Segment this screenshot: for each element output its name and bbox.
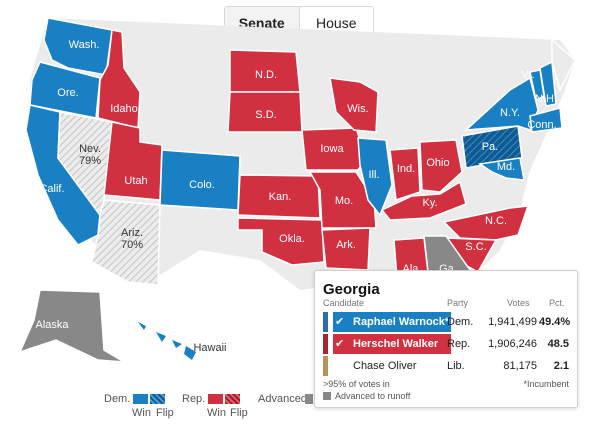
label-ark: Ark. — [336, 239, 356, 251]
label-ny: N.Y. — [500, 107, 520, 119]
state-md[interactable] — [477, 157, 525, 181]
state-nh[interactable] — [539, 60, 557, 107]
header-candidate: Candidate — [323, 298, 365, 308]
label-okla: Okla. — [279, 233, 305, 245]
label-nev: Nev. — [79, 143, 101, 155]
legend-dem-flip: Flip — [156, 407, 174, 419]
runoff-note: Advanced to runoff — [335, 391, 411, 401]
label-idaho: Idaho — [110, 103, 138, 115]
house-tab[interactable]: House — [316, 15, 357, 31]
candidate-votes: 1,941,499 — [488, 316, 537, 328]
label-wash: Wash. — [69, 39, 100, 51]
race-tooltip: Georgia Candidate Party Votes Pct. Rapha… — [314, 270, 578, 408]
label-md: Md. — [497, 161, 515, 173]
state-az[interactable] — [91, 199, 161, 286]
state-ct[interactable] — [529, 107, 563, 133]
candidate-name: Chase Oliver — [353, 360, 417, 372]
label-ill: Ill. — [369, 169, 380, 181]
label-colo: Colo. — [189, 179, 215, 191]
label-ohio: Ohio — [426, 157, 449, 169]
legend-rep-label: Rep. — [182, 393, 206, 405]
runoff-swatch — [323, 392, 331, 400]
legend-dem-label: Dem. — [104, 393, 131, 405]
candidate-party: Dem. — [447, 316, 474, 328]
candidate-name: Raphael Warnock* — [333, 312, 451, 332]
state-mo[interactable] — [308, 171, 377, 229]
header-party: Party — [447, 298, 469, 308]
candidate-pct: 2.1 — [553, 360, 569, 372]
check-icon: ✔ — [335, 338, 345, 350]
state-ny[interactable] — [463, 76, 539, 131]
legend-dem-win-swatch — [133, 394, 148, 404]
state-il[interactable] — [357, 137, 393, 217]
dem-color-bar — [323, 312, 328, 332]
state-ut[interactable] — [103, 121, 163, 201]
legend-advanced-swatch — [305, 394, 313, 404]
legend-dem-flip-swatch — [150, 394, 165, 404]
label-utah: Utah — [124, 175, 147, 187]
state-in[interactable] — [389, 147, 421, 202]
label-nh: N.H. — [535, 93, 557, 105]
label-sd: S.D. — [255, 109, 276, 121]
label-ariz: Ariz. — [121, 227, 143, 239]
lib-color-bar — [323, 356, 328, 376]
label-kan: Kan. — [269, 191, 292, 203]
legend-rep-flip-swatch — [225, 394, 240, 404]
legend-dem-win: Win — [132, 407, 151, 419]
label-ore: Ore. — [57, 87, 78, 99]
state-me — [551, 38, 576, 93]
tooltip-state-name: Georgia — [323, 281, 380, 298]
legend-rep-win-swatch — [208, 394, 223, 404]
label-ariz-pct: 70% — [121, 239, 143, 251]
state-ak[interactable] — [18, 289, 125, 363]
legend-advanced: Advanced — [258, 393, 307, 405]
check-icon: ✔ — [335, 316, 345, 328]
candidate-row: Herschel Walker ✔ Rep. 1,906,246 48.5 — [323, 334, 571, 354]
reporting-status: >95% of votes in — [323, 379, 390, 389]
label-wis: Wis. — [347, 103, 368, 115]
state-or[interactable] — [29, 61, 101, 119]
candidate-row: Chase Oliver Lib. 81,175 2.1 — [323, 356, 571, 376]
candidate-pct: 48.5 — [547, 338, 569, 350]
state-ks[interactable] — [237, 174, 321, 219]
label-mo: Mo. — [335, 195, 353, 207]
rep-color-bar — [323, 334, 328, 354]
label-hawaii: Hawaii — [193, 342, 226, 354]
state-hi[interactable] — [138, 322, 196, 360]
candidate-pct: 49.4% — [539, 316, 571, 328]
candidate-row: Raphael Warnock* ✔ Dem. 1,941,499 49.4% — [323, 312, 571, 332]
candidate-party: Lib. — [447, 360, 465, 372]
label-nev-pct: 79% — [79, 155, 101, 167]
candidate-votes: 81,175 — [503, 360, 537, 372]
state-wi[interactable] — [329, 77, 379, 133]
state-oh[interactable] — [419, 139, 463, 193]
label-conn: Conn. — [527, 119, 556, 131]
mainland-shape — [30, 18, 575, 300]
label-sc: S.C. — [465, 241, 486, 253]
label-pa: Pa. — [482, 141, 499, 153]
label-alaska: Alaska — [35, 319, 69, 331]
state-pa[interactable] — [461, 125, 523, 169]
label-nc: N.C. — [485, 215, 507, 227]
header-votes: Votes — [507, 298, 530, 308]
candidate-name: Herschel Walker — [333, 334, 451, 354]
legend-rep-win: Win — [207, 407, 226, 419]
label-ind: Ind. — [397, 163, 415, 175]
header-pct: Pct. — [549, 298, 565, 308]
incumbent-note: *Incumbent — [523, 379, 569, 389]
label-calif: Calif. — [39, 183, 64, 195]
state-ky[interactable] — [380, 180, 467, 221]
label-ky: Ky. — [422, 197, 437, 209]
label-iowa: Iowa — [320, 143, 344, 155]
candidate-votes: 1,906,246 — [488, 338, 537, 350]
candidate-party: Rep. — [447, 338, 471, 350]
legend-rep-flip: Flip — [230, 407, 248, 419]
label-vt: Vt. — [521, 69, 534, 81]
label-nd: N.D. — [255, 69, 277, 81]
